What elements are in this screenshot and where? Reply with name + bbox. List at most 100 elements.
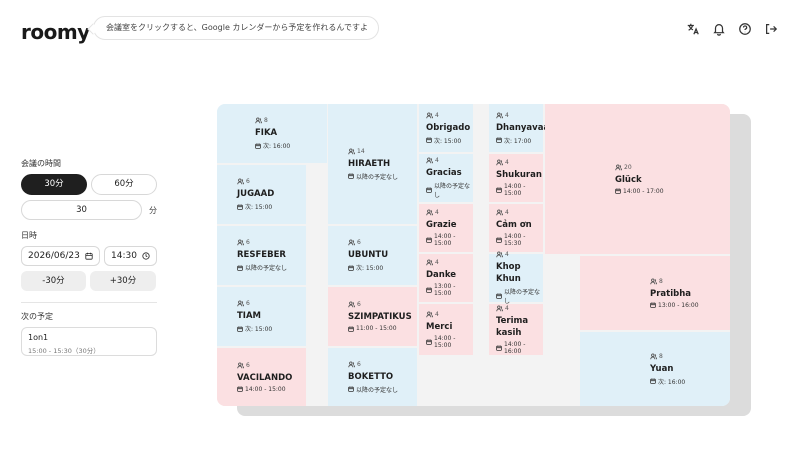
room-name: Terima kasih	[496, 315, 529, 338]
room-pratibha[interactable]: 8 Pratibha 13:00 - 16:00	[580, 256, 730, 330]
room-camon[interactable]: 4 Cảm ơn 14:00 - 15:30	[489, 204, 543, 252]
room-name: Khop Khun	[496, 262, 521, 284]
room-jugaad[interactable]: 6 JUGAAD 次: 15:00	[217, 165, 306, 224]
room-capacity: 8	[650, 278, 730, 285]
room-name: Dhanyavaad	[496, 122, 556, 133]
status-text: 次: 16:00	[263, 143, 291, 150]
people-icon	[615, 164, 622, 171]
room-obrigado[interactable]: 4 Obrigado 次: 15:00	[419, 104, 473, 152]
translate-icon[interactable]	[686, 21, 700, 35]
room-danke[interactable]: 4 Danke 13:00 - 15:00	[419, 254, 473, 302]
calendar-icon	[426, 287, 432, 293]
minus-30-button[interactable]: -30分	[21, 271, 86, 291]
capacity-value: 4	[505, 159, 509, 166]
room-name: BOKETTO	[348, 371, 394, 382]
calendar-icon	[237, 265, 243, 271]
room-dhanyavaad[interactable]: 4 Dhanyavaad 次: 17:00	[489, 104, 556, 152]
room-status: 13:00 - 15:00	[426, 283, 473, 297]
capacity-value: 4	[435, 209, 439, 216]
date-input[interactable]: 2026/06/23	[21, 246, 100, 266]
capacity-value: 4	[505, 251, 509, 258]
bell-icon[interactable]	[712, 21, 726, 36]
capacity-value: 4	[505, 111, 509, 119]
room-status: 次: 16:00	[650, 377, 730, 386]
room-merci[interactable]: 4 Merci 14:00 - 15:00	[419, 304, 473, 355]
capacity-value: 6	[357, 239, 361, 246]
room-capacity: 6	[348, 301, 417, 308]
calendar-icon	[496, 137, 502, 143]
time-value: 14:30	[111, 251, 137, 261]
status-text: 14:00 - 17:00	[623, 187, 664, 195]
capacity-value: 4	[435, 157, 439, 164]
room-name: TIAM	[237, 311, 261, 321]
people-icon	[650, 353, 657, 360]
status-text: 次: 15:00	[245, 326, 273, 333]
calendar-icon	[496, 293, 502, 299]
status-text: 以降の予定なし	[434, 183, 471, 199]
room-gracias[interactable]: 4 Gracias 以降の予定なし	[419, 154, 473, 202]
room-status: 以降の予定なし	[496, 287, 543, 305]
room-status: 11:00 - 15:00	[348, 325, 417, 332]
room-name: Danke	[426, 270, 457, 280]
room-ubuntu[interactable]: 6 UBUNTU 次: 15:00	[328, 226, 417, 285]
room-status: 次: 16:00	[255, 141, 327, 150]
room-szimpatikus[interactable]: 6 SZIMPATIKUS 11:00 - 15:00	[328, 287, 417, 346]
people-icon	[237, 300, 244, 307]
room-fika[interactable]: 8 FIKA 次: 16:00	[217, 104, 327, 163]
people-icon	[496, 159, 503, 166]
people-icon	[237, 239, 244, 246]
room-hiraeth[interactable]: 14 HIRAETH 以降の予定なし	[328, 104, 417, 224]
room-shukuran[interactable]: 4 Shukuran 14:00 - 15:00	[489, 154, 543, 202]
capacity-value: 6	[246, 300, 250, 307]
capacity-value: 8	[264, 117, 268, 124]
next-label: 次の予定	[21, 312, 53, 321]
duration-label: 会議の時間	[21, 159, 61, 168]
calendar-icon	[615, 188, 621, 194]
room-status: 14:00 - 15:00	[426, 335, 473, 349]
room-grazie[interactable]: 4 Grazie 14:00 - 15:00	[419, 204, 473, 252]
people-icon	[426, 259, 433, 266]
room-name: Grazie	[426, 220, 457, 230]
calendar-icon	[348, 173, 354, 179]
plus-30-button[interactable]: +30分	[90, 271, 156, 291]
room-resfeber[interactable]: 6 RESFEBER 以降の予定なし	[217, 226, 306, 285]
room-status: 次: 15:00	[348, 263, 417, 272]
custom-minutes-input[interactable]: 30	[21, 200, 142, 220]
room-status: 次: 15:00	[237, 324, 306, 333]
room-status: 14:00 - 15:00	[237, 386, 306, 393]
duration-60-button[interactable]: 60分	[91, 174, 157, 195]
datetime-label: 日時	[21, 231, 37, 240]
room-name: Yuan	[650, 363, 674, 374]
hint-bubble: 会議室をクリックすると、Google カレンダーから予定を作れるんですよ	[93, 16, 380, 40]
calendar-icon	[496, 237, 502, 243]
room-capacity: 8	[255, 117, 327, 124]
room-khopkhun[interactable]: 4 Khop Khun 以降の予定なし	[489, 251, 543, 305]
time-input[interactable]: 14:30	[104, 246, 157, 266]
room-capacity: 4	[496, 251, 543, 258]
logout-icon[interactable]	[764, 21, 778, 35]
room-name: Gracias	[426, 168, 462, 178]
room-status: 以降の予定なし	[348, 385, 417, 394]
help-icon[interactable]	[738, 21, 752, 35]
capacity-value: 4	[505, 209, 509, 216]
room-name: Glück	[615, 174, 642, 185]
room-boketto[interactable]: 6 BOKETTO 以降の予定なし	[328, 348, 417, 406]
room-capacity: 6	[237, 362, 306, 369]
people-icon	[496, 209, 503, 216]
room-tiam[interactable]: 6 TIAM 次: 15:00	[217, 287, 306, 346]
status-text: 13:00 - 15:00	[434, 283, 456, 297]
people-icon	[496, 305, 503, 312]
room-vacilando[interactable]: 6 VACILANDO 14:00 - 15:00	[217, 348, 306, 406]
room-yuan[interactable]: 8 Yuan 次: 16:00	[580, 332, 730, 406]
status-text: 14:00 - 15:00	[434, 334, 456, 349]
room-name: UBUNTU	[348, 250, 389, 260]
next-event-card[interactable]: 1on1 15:00 - 15:30（30分）	[21, 327, 157, 356]
room-capacity: 4	[496, 159, 543, 166]
room-gluck[interactable]: 20 Glück 14:00 - 17:00	[545, 104, 730, 254]
duration-30-button[interactable]: 30分	[21, 174, 87, 195]
capacity-value: 6	[357, 360, 361, 368]
room-terimakasih[interactable]: 4 Terima kasih 14:00 - 16:00	[489, 304, 543, 355]
capacity-value: 20	[624, 163, 632, 171]
calendar-icon	[348, 265, 354, 271]
room-capacity: 20	[615, 164, 730, 171]
